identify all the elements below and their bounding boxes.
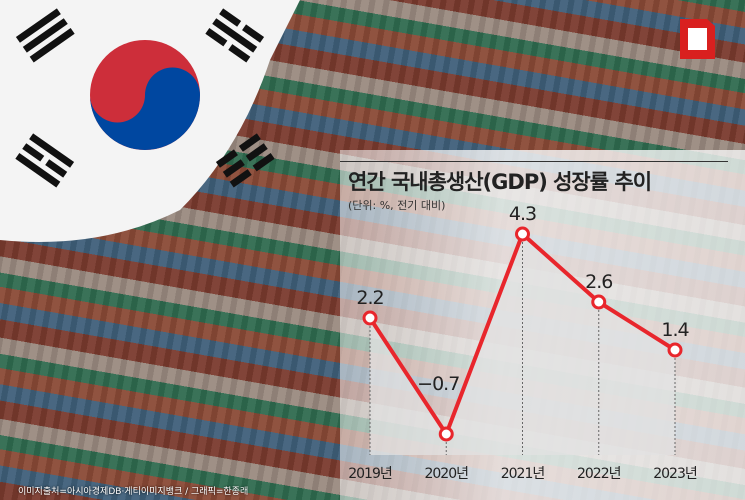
image-credit: 이미지출처=아시아경제DB·게티이미지뱅크 / 그래픽=한종래 (18, 487, 249, 497)
chart-subtitle: (단위: %, 전기 대비) (348, 199, 446, 212)
data-label: −0.7 (417, 373, 459, 395)
chart-title: 연간 국내총생산(GDP) 성장률 추이 (348, 170, 652, 194)
korean-flag-image (0, 0, 300, 242)
data-label: 2.2 (356, 287, 383, 309)
data-point (667, 342, 683, 358)
data-point (591, 294, 607, 310)
x-tick-label: 2023년 (653, 466, 697, 482)
x-tick-label: 2020년 (424, 466, 468, 482)
x-tick-label: 2019년 (348, 466, 392, 482)
data-label: 1.4 (661, 319, 689, 341)
title-divider (340, 161, 728, 162)
x-tick-label: 2021년 (501, 466, 545, 482)
data-label: 4.3 (509, 203, 536, 225)
data-point (515, 226, 530, 242)
x-tick-label: 2022년 (577, 466, 621, 482)
publisher-logo-icon (680, 19, 715, 59)
data-label: 2.6 (585, 271, 612, 293)
data-point (438, 426, 454, 442)
data-point (362, 310, 378, 326)
